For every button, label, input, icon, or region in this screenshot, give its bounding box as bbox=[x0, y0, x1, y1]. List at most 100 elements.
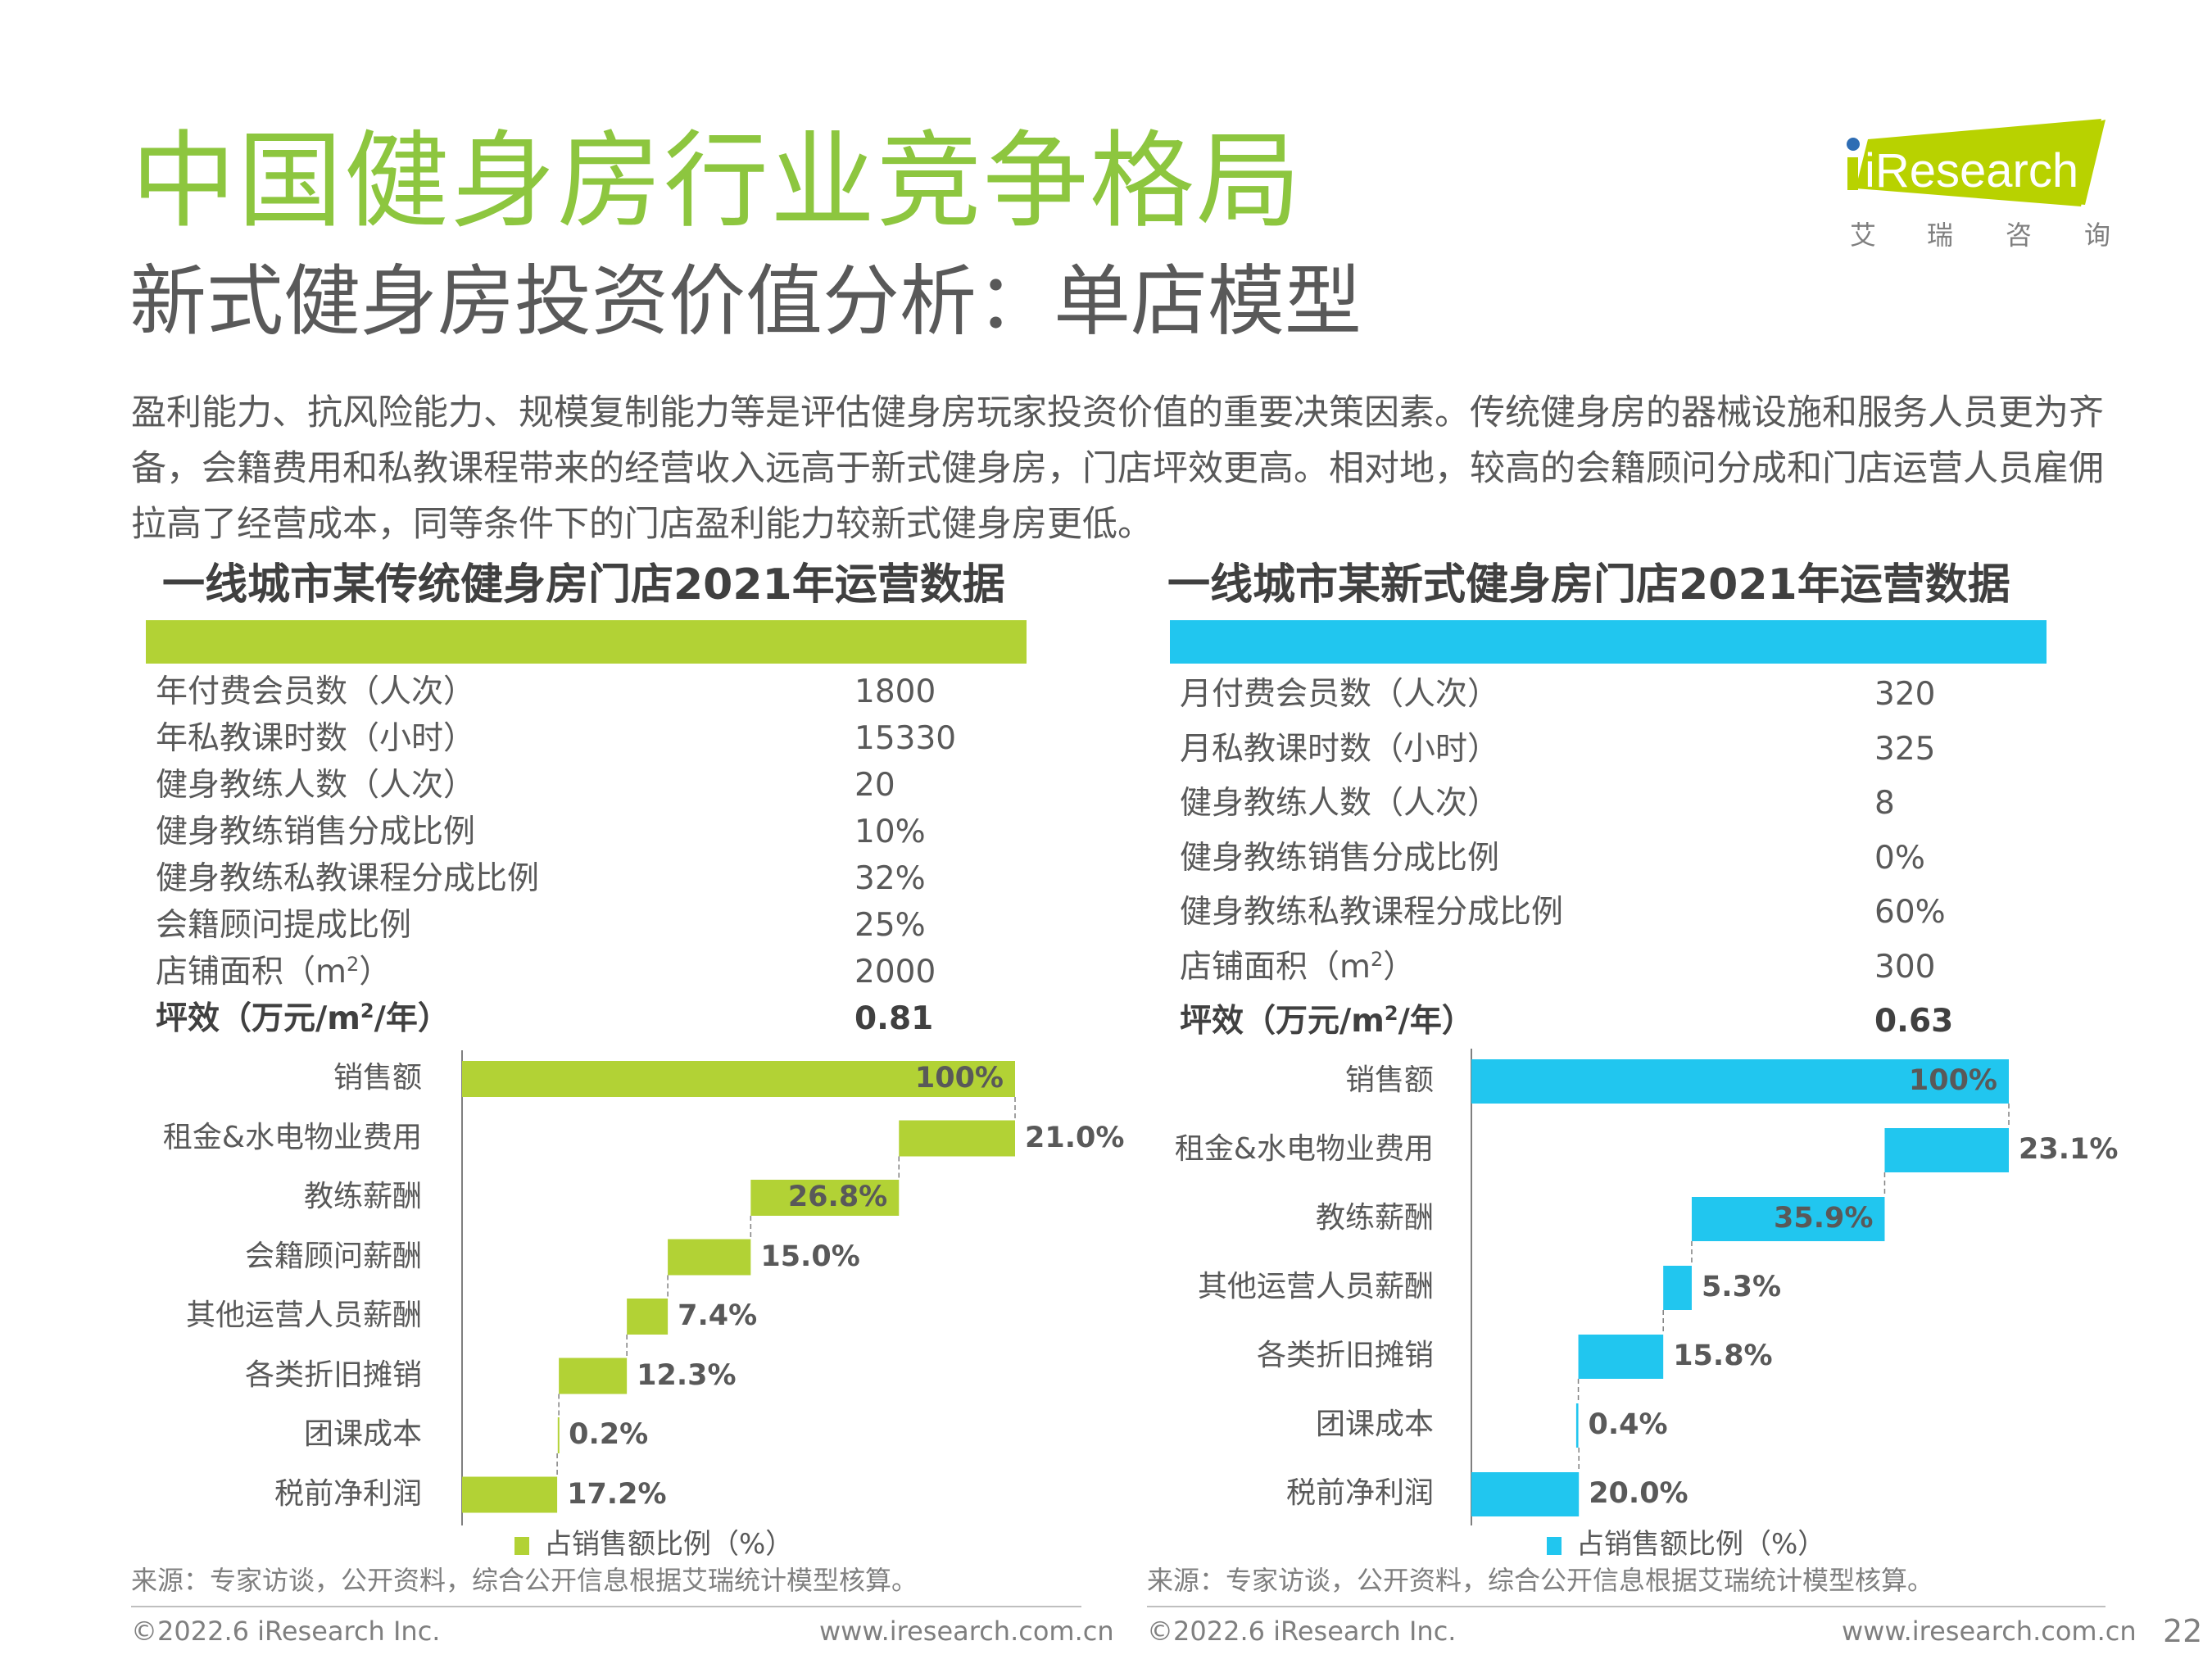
logo-cn-2: 瑞 bbox=[1927, 220, 1953, 251]
category-label: 会籍顾问薪酬 bbox=[244, 1239, 422, 1273]
category-label: 税前净利润 bbox=[274, 1476, 422, 1511]
waterfall-bar bbox=[1471, 1472, 1580, 1516]
label-text: ） bbox=[359, 954, 392, 990]
table-row-value: 15330 bbox=[854, 720, 957, 757]
left-url[interactable]: www.iresearch.com.cn bbox=[819, 1616, 1114, 1647]
table-row: 月私教课时数（小时） 325 bbox=[1180, 730, 1935, 768]
label-superscript: 2 bbox=[1371, 947, 1384, 971]
table-row: 健身教练私教课程分成比例 60% bbox=[1180, 894, 1946, 931]
category-label: 租金&水电物业费用 bbox=[162, 1120, 422, 1154]
right-section-title: 一线城市某新式健身房门店2021年运营数据 bbox=[1167, 560, 2010, 610]
table-row-value: 0.81 bbox=[854, 1000, 934, 1037]
waterfall-bar bbox=[462, 1476, 558, 1513]
page-title: 中国健身房行业竞争格局 bbox=[131, 120, 1303, 243]
right-legend: 占销售额比例（%） bbox=[1547, 1530, 1825, 1558]
iresearch-logo: iResearch 艾 瑞 咨 询 bbox=[1835, 115, 2114, 254]
category-label: 各类折旧摊销 bbox=[1256, 1339, 1434, 1372]
left-header-bar bbox=[146, 620, 1027, 664]
table-row-value: 300 bbox=[1874, 948, 1936, 986]
data-label: 20.0% bbox=[1589, 1477, 1688, 1510]
right-legend-swatch bbox=[1547, 1536, 1562, 1555]
logo-wordmark: iResearch bbox=[1865, 144, 2078, 197]
label-text: /年） bbox=[374, 1000, 450, 1037]
page-number: 22 bbox=[2163, 1613, 2203, 1649]
table-row-value: 32% bbox=[854, 860, 926, 897]
table-row: 坪效（万元/m2/年） 0.81 bbox=[156, 1000, 933, 1037]
category-label: 其他运营人员薪酬 bbox=[1197, 1270, 1434, 1303]
right-source: 来源：专家访谈，公开资料，综合公开信息根据艾瑞统计模型核算。 bbox=[1147, 1565, 1934, 1596]
label-superscript: 2 bbox=[347, 953, 360, 976]
waterfall-bar bbox=[627, 1299, 669, 1335]
intro-paragraph: 盈利能力、抗风险能力、规模复制能力等是评估健身房玩家投资价值的重要决策因素。传统… bbox=[131, 392, 2104, 545]
label-text: ） bbox=[1383, 948, 1416, 986]
waterfall-bar bbox=[899, 1120, 1015, 1157]
data-label: 0.4% bbox=[1588, 1408, 1668, 1441]
data-label: 15.8% bbox=[1673, 1339, 1773, 1372]
category-label: 销售额 bbox=[1344, 1063, 1434, 1097]
table-row-label: 月私教课时数（小时） bbox=[1180, 730, 1500, 768]
table-row-value: 20 bbox=[854, 767, 895, 804]
table-row-label: 健身教练人数（人次） bbox=[156, 767, 476, 804]
table-row-value: 0.63 bbox=[1874, 1003, 1954, 1040]
category-label: 教练薪酬 bbox=[1315, 1201, 1434, 1235]
category-label: 其他运营人员薪酬 bbox=[185, 1299, 422, 1332]
waterfall-bar bbox=[1471, 1059, 2009, 1104]
data-label: 5.3% bbox=[1701, 1271, 1782, 1303]
waterfall-bar bbox=[557, 1417, 560, 1453]
table-row-label: 店铺面积（m2） bbox=[1180, 949, 1415, 986]
table-row-label: 坪效（万元/m2/年） bbox=[1180, 1003, 1474, 1040]
table-row-label: 店铺面积（m2） bbox=[156, 954, 391, 990]
data-label: 15.0% bbox=[760, 1240, 860, 1273]
table-row-value: 10% bbox=[854, 814, 926, 850]
label-text: /年） bbox=[1398, 1003, 1474, 1040]
data-label: 7.4% bbox=[678, 1299, 758, 1332]
data-label: 17.2% bbox=[567, 1477, 667, 1511]
waterfall-bar bbox=[1575, 1403, 1579, 1448]
table-row-label: 健身教练销售分成比例 bbox=[156, 814, 476, 850]
table-row: 店铺面积（m2） 300 bbox=[1180, 949, 1935, 986]
table-row-label: 健身教练销售分成比例 bbox=[1180, 839, 1500, 877]
logo-cn-1: 艾 bbox=[1850, 220, 1876, 251]
table-row-label: 健身教练私教课程分成比例 bbox=[1180, 894, 1564, 931]
table-row-value: 0% bbox=[1874, 839, 1925, 877]
waterfall-bar bbox=[462, 1061, 1015, 1097]
table-row-label: 坪效（万元/m2/年） bbox=[156, 1000, 450, 1037]
right-header-bar bbox=[1170, 620, 2047, 664]
iresearch-logo-icon: iResearch 艾 瑞 咨 询 bbox=[1847, 119, 2110, 251]
data-label: 100% bbox=[914, 1062, 1004, 1095]
category-label: 各类折旧摊销 bbox=[244, 1358, 422, 1392]
table-row: 年付费会员数（人次） 1800 bbox=[156, 673, 936, 710]
logo-cn-4: 询 bbox=[2084, 220, 2110, 251]
table-row-label: 健身教练人数（人次） bbox=[1180, 785, 1500, 822]
table-row-value: 325 bbox=[1874, 730, 1936, 768]
table-row-value: 2000 bbox=[854, 954, 936, 990]
right-legend-label: 占销售额比例（%） bbox=[1576, 1528, 1826, 1561]
category-label: 税前净利润 bbox=[1285, 1476, 1434, 1510]
data-label: 23.1% bbox=[2019, 1133, 2119, 1166]
table-row-label: 会籍顾问提成比例 bbox=[156, 907, 412, 944]
data-label: 100% bbox=[1908, 1064, 1997, 1097]
table-row: 年私教课时数（小时） 15330 bbox=[156, 723, 956, 755]
table-row: 坪效（万元/m2/年） 0.63 bbox=[1180, 1003, 1953, 1040]
category-label: 教练薪酬 bbox=[303, 1180, 422, 1213]
data-label: 26.8% bbox=[787, 1181, 888, 1213]
waterfall-bar bbox=[1663, 1266, 1692, 1310]
right-url[interactable]: www.iresearch.com.cn bbox=[1842, 1616, 2137, 1647]
category-label: 租金&水电物业费用 bbox=[1174, 1132, 1434, 1166]
data-label: 35.9% bbox=[1774, 1202, 1874, 1235]
waterfall-bar bbox=[668, 1239, 751, 1276]
right-copyright: ©2022.6 iResearch Inc. bbox=[1147, 1616, 1457, 1647]
left-copyright: ©2022.6 iResearch Inc. bbox=[131, 1616, 441, 1647]
data-label: 21.0% bbox=[1025, 1121, 1125, 1154]
table-row: 健身教练人数（人次） 8 bbox=[1180, 785, 1895, 822]
waterfall-bar bbox=[1691, 1197, 1885, 1241]
table-row: 健身教练销售分成比例 10% bbox=[156, 814, 926, 850]
table-row-value: 8 bbox=[1874, 785, 1895, 822]
table-row-label: 年付费会员数（人次） bbox=[156, 673, 476, 710]
waterfall-bar bbox=[559, 1358, 628, 1394]
page-subtitle: 新式健身房投资价值分析：单店模型 bbox=[129, 257, 1362, 347]
label-superscript: 2 bbox=[360, 999, 374, 1022]
table-row-value: 320 bbox=[1874, 676, 1936, 713]
category-label: 销售额 bbox=[333, 1061, 422, 1095]
